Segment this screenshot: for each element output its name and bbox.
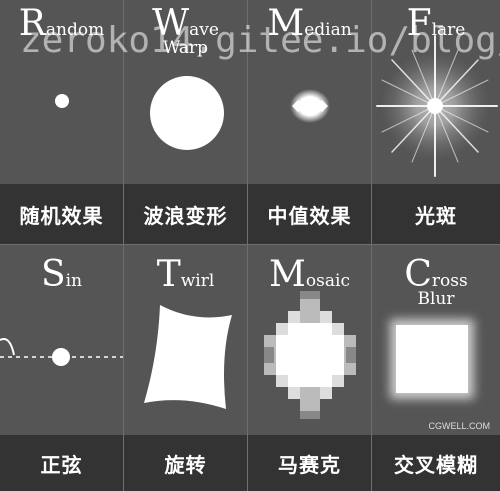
random-dot-graphic xyxy=(55,94,69,108)
tile-mosaic[interactable]: Mosaic 马赛克 xyxy=(248,245,372,491)
tile-caption: 交叉模糊 xyxy=(372,435,500,491)
tile-title: Random xyxy=(18,3,105,44)
twirl-shape-graphic xyxy=(144,305,232,409)
tile-title: Mosaic xyxy=(269,254,350,295)
tile-sin[interactable]: Sin 正弦 xyxy=(0,245,124,491)
sin-art xyxy=(0,245,123,435)
tile-caption: 随机效果 xyxy=(0,184,123,244)
cross-blur-art xyxy=(372,245,500,435)
tile-twirl[interactable]: Twirl 旋转 xyxy=(124,245,248,491)
twirl-art xyxy=(124,245,247,435)
tile-caption: 旋转 xyxy=(124,435,247,491)
random-art xyxy=(0,0,123,185)
mosaic-blocks-graphic xyxy=(264,291,356,419)
median-art xyxy=(248,0,371,185)
cross-blur-square-graphic xyxy=(390,319,474,399)
tile-wave-warp[interactable]: Wave Warp 波浪变形 xyxy=(124,0,248,245)
tile-caption: 光斑 xyxy=(372,184,500,244)
tile-title: Wave Warp xyxy=(152,3,219,58)
wave-warp-circle-graphic xyxy=(150,76,224,150)
tile-title: Twirl xyxy=(156,254,215,295)
tile-median[interactable]: Median 中值效果 xyxy=(248,0,372,245)
tile-caption: 马赛克 xyxy=(248,435,371,491)
median-blob-graphic xyxy=(290,89,330,123)
tile-title: Flare xyxy=(406,3,466,44)
sin-wave-graphic xyxy=(0,338,123,366)
tile-flare[interactable]: Flare 光斑 xyxy=(372,0,500,245)
tile-title: Cross Blur xyxy=(404,254,468,309)
flare-art xyxy=(372,0,500,185)
flare-star-graphic xyxy=(376,35,498,177)
tile-title: Sin xyxy=(40,254,83,295)
mosaic-art xyxy=(248,245,371,435)
tile-caption: 波浪变形 xyxy=(124,184,247,244)
tile-cross-blur[interactable]: Cross Blur 交叉模糊 xyxy=(372,245,500,491)
tile-caption: 中值效果 xyxy=(248,184,371,244)
tile-random[interactable]: Random 随机效果 xyxy=(0,0,124,245)
tile-caption: 正弦 xyxy=(0,435,123,491)
corner-watermark: CGWELL.COM xyxy=(428,421,490,431)
tile-title: Median xyxy=(267,3,352,44)
wave-warp-art xyxy=(124,0,247,185)
